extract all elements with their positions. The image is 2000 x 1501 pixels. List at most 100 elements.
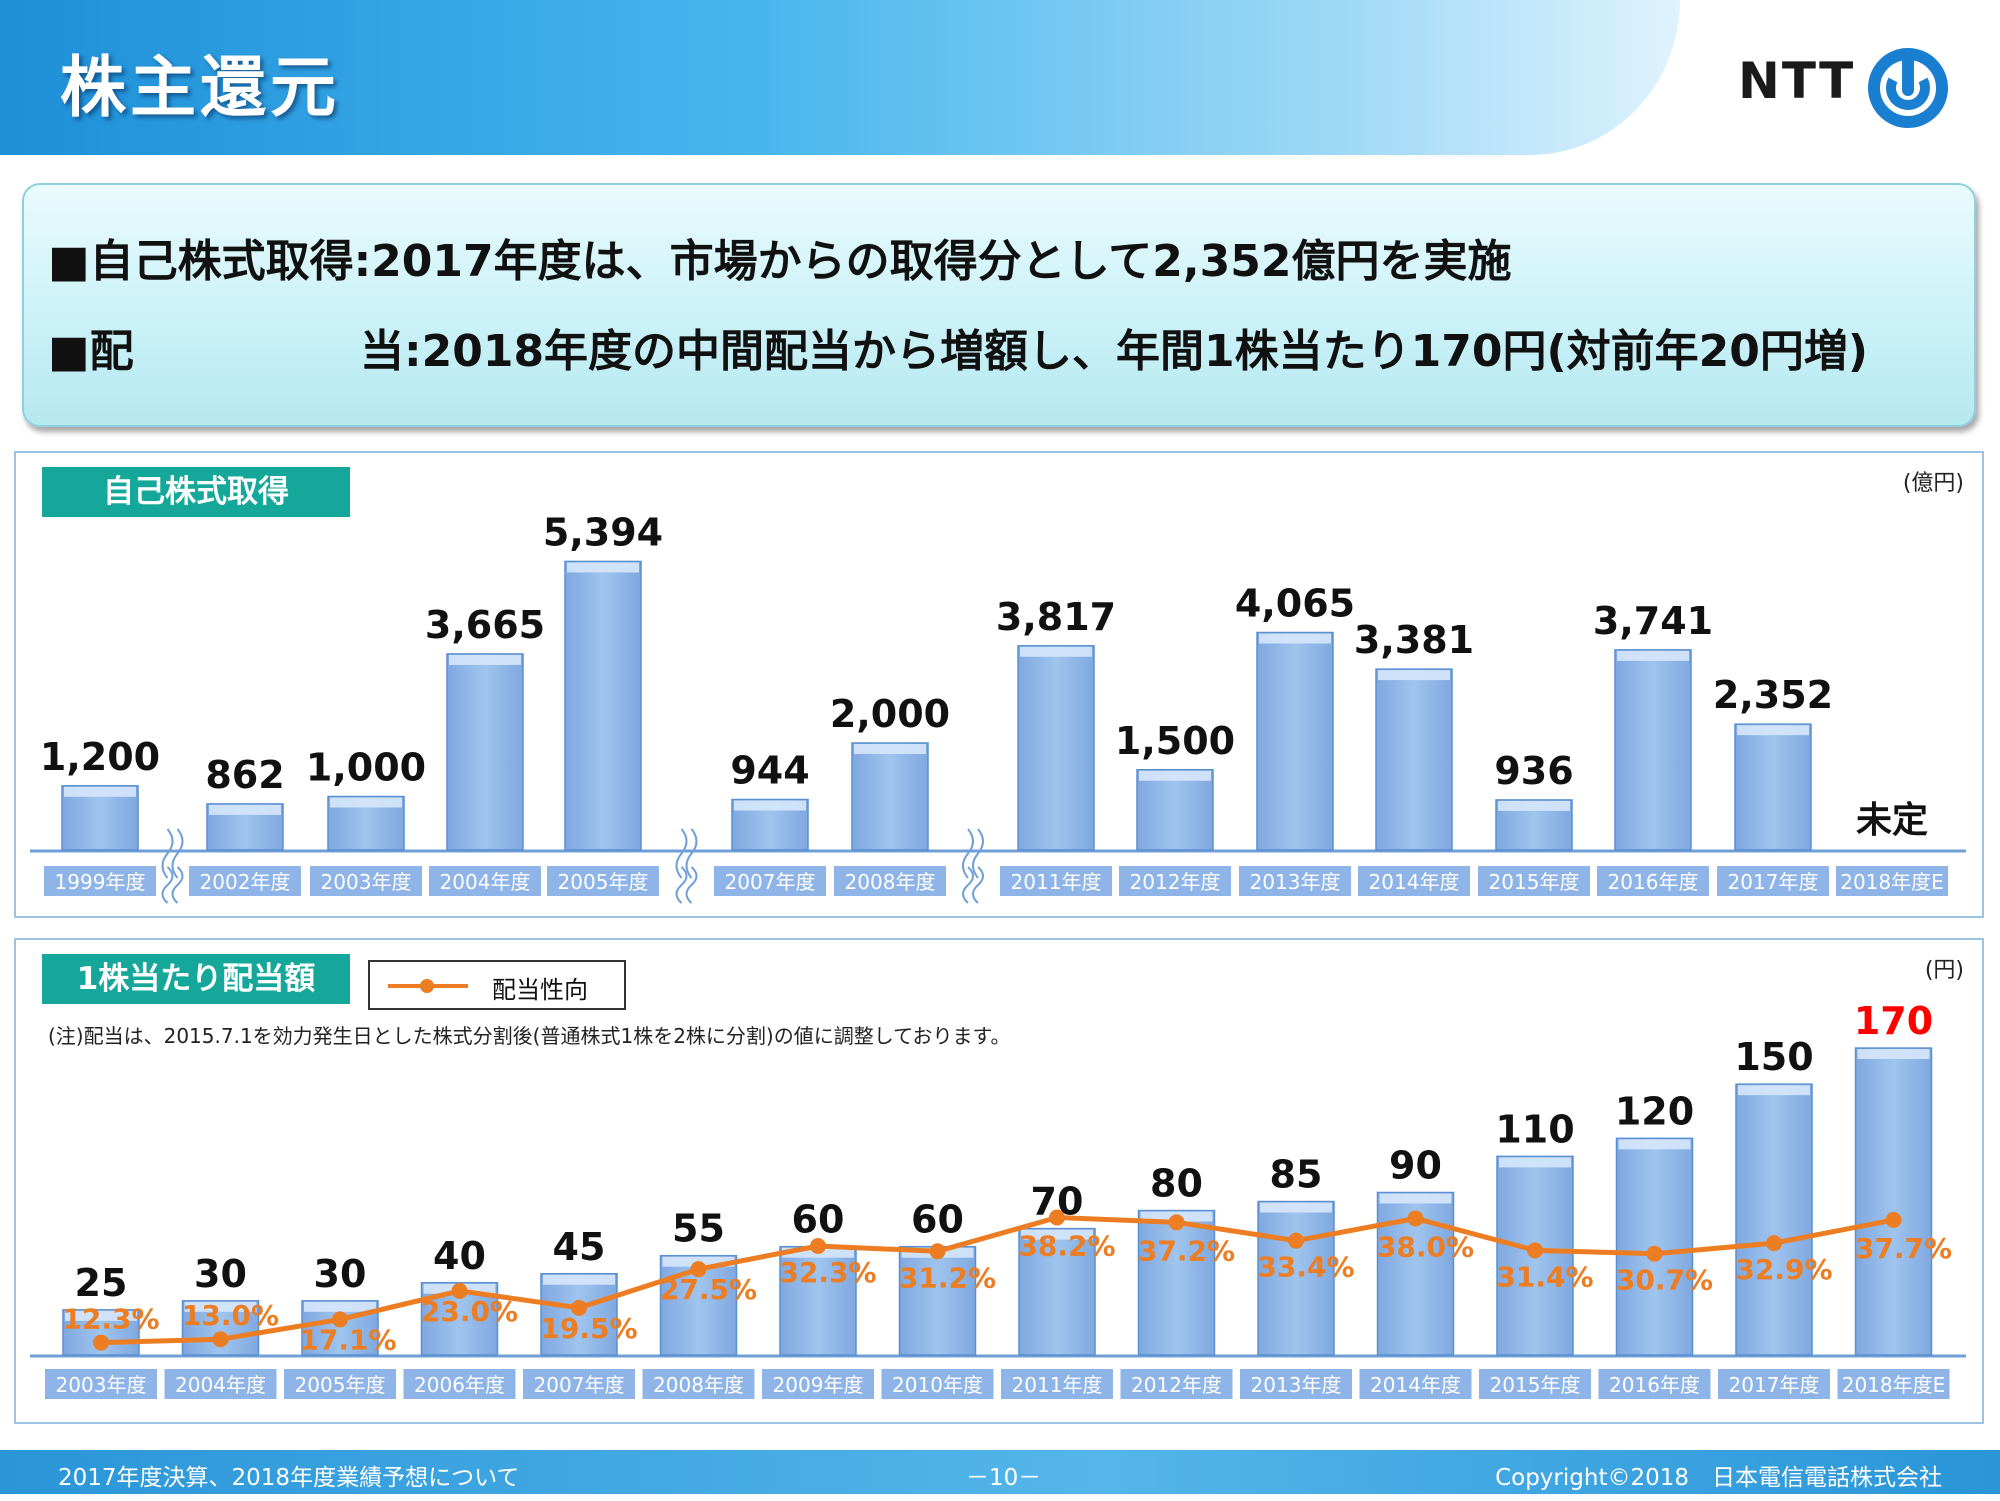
svg-text:2006年度: 2006年度 <box>414 1373 505 1397</box>
dividend-category-label: 2008年度 <box>642 1369 755 1399</box>
dividend-bar <box>1257 1200 1335 1356</box>
dividend-value-label: 30 <box>194 1252 247 1296</box>
dividend-bar <box>181 1300 260 1356</box>
dividend-chart: 25 2003年度 30 2004年度 30 2005年度 40 2006年度 45 2007年度… <box>30 999 1966 1399</box>
payout-ratio-label: 13.0% <box>182 1299 279 1332</box>
buyback-category-label: 2004年度 <box>429 866 541 896</box>
payout-ratio-label: 38.2% <box>1018 1229 1115 1262</box>
buyback-value-label: 3,381 <box>1354 618 1474 662</box>
buyback-value-label: 2,352 <box>1713 673 1833 717</box>
svg-text:2013年度: 2013年度 <box>1251 1373 1342 1397</box>
dividend-value-label: 40 <box>433 1234 486 1278</box>
page-number: －10－ <box>966 1465 1042 1491</box>
dividend-category-label: 2006年度 <box>403 1369 516 1399</box>
footer-title: 2017年度決算、2018年度業績予想について <box>58 1465 520 1491</box>
summary-dividend-text: 当:2018年度の中間配当から増額し、年間1株当たり170円(対前年20円増) <box>360 326 1868 377</box>
dividend-value-label: 90 <box>1389 1144 1442 1188</box>
payout-ratio-label: 31.2% <box>899 1261 996 1294</box>
svg-text:2016年度: 2016年度 <box>1609 1373 1700 1397</box>
dividend-category-label: 2007年度 <box>523 1369 635 1399</box>
buyback-bar <box>206 803 284 851</box>
payout-ratio-label: 32.3% <box>779 1256 876 1289</box>
buyback-value-label: 862 <box>205 753 284 797</box>
payout-ratio-label: 27.5% <box>660 1273 757 1306</box>
payout-ratio-label: 37.7% <box>1855 1232 1952 1265</box>
dividend-value-label: 45 <box>553 1225 606 1269</box>
buyback-value-label: 944 <box>730 748 809 792</box>
buyback-value-label: 1,200 <box>40 735 160 779</box>
dividend-label: 1株当たり配当額 <box>42 954 350 1004</box>
payout-ratio-point <box>93 1334 109 1351</box>
svg-text:2003年度: 2003年度 <box>321 870 412 894</box>
payout-ratio-point <box>1885 1211 1902 1228</box>
svg-text:2007年度: 2007年度 <box>725 870 816 894</box>
dividend-category-label: 2009年度 <box>762 1369 874 1399</box>
dividend-category-label: 2016年度 <box>1598 1369 1711 1399</box>
buyback-bar <box>1375 668 1453 851</box>
payout-ratio-point <box>1168 1214 1185 1231</box>
svg-text:2018年度E: 2018年度E <box>1840 870 1944 894</box>
payout-ratio-point <box>929 1243 946 1260</box>
dividend-value-label: 30 <box>314 1252 367 1296</box>
dividend-value-label: 60 <box>792 1198 845 1242</box>
svg-text:2012年度: 2012年度 <box>1131 1373 1222 1397</box>
axis-break-icon <box>675 828 698 904</box>
svg-text:2008年度: 2008年度 <box>653 1373 744 1397</box>
dividend-category-label: 2005年度 <box>284 1369 396 1399</box>
payout-ratio-point <box>212 1331 229 1348</box>
buyback-category-label: 2016年度 <box>1597 866 1709 896</box>
payout-ratio-label: 32.9% <box>1735 1253 1832 1286</box>
payout-ratio-label: 17.1% <box>299 1323 396 1356</box>
svg-text:2002年度: 2002年度 <box>200 870 291 894</box>
axis-break-icon <box>161 828 184 904</box>
payout-ratio-label: 19.5% <box>540 1312 637 1345</box>
svg-text:2004年度: 2004年度 <box>440 870 531 894</box>
payout-ratio-point <box>1407 1210 1424 1227</box>
svg-text:2007年度: 2007年度 <box>534 1373 625 1397</box>
page-title: 株主還元 <box>60 49 340 126</box>
payout-ratio-point <box>332 1311 348 1328</box>
dividend-bar <box>301 1300 379 1356</box>
svg-text:2005年度: 2005年度 <box>558 870 649 894</box>
payout-ratio-point <box>1288 1232 1304 1249</box>
logo-text: NTT <box>1738 52 1856 110</box>
svg-text:2013年度: 2013年度 <box>1250 870 1341 894</box>
dividend-value-label: 120 <box>1615 1089 1694 1133</box>
svg-text:2015年度: 2015年度 <box>1489 870 1580 894</box>
buyback-category-label: 2003年度 <box>310 866 422 896</box>
buyback-bar <box>851 742 929 851</box>
dividend-category-label: 2018年度E <box>1837 1369 1950 1399</box>
payout-ratio-label: 31.4% <box>1496 1260 1593 1293</box>
dividend-value-label: 150 <box>1734 1035 1813 1079</box>
buyback-bar <box>1495 799 1573 851</box>
dividend-category-label: 2011年度 <box>1001 1369 1113 1399</box>
dividend-category-label: 2012年度 <box>1120 1369 1233 1399</box>
svg-text:2018年度E: 2018年度E <box>1842 1373 1946 1397</box>
payout-ratio-point <box>810 1237 826 1254</box>
buyback-label: 自己株式取得 <box>42 467 350 517</box>
dividend-category-label: 2010年度 <box>881 1369 994 1399</box>
svg-text:2011年度: 2011年度 <box>1011 870 1102 894</box>
buyback-value-label: 4,065 <box>1235 582 1355 626</box>
buyback-bar <box>731 798 809 851</box>
summary-dividend-label: ■配 <box>48 326 134 377</box>
footer: 2017年度決算、2018年度業績予想について －10－ Copyright©2… <box>0 1450 2000 1494</box>
buyback-bar <box>1017 645 1095 851</box>
svg-text:2012年度: 2012年度 <box>1130 870 1221 894</box>
dividend-value-label: 85 <box>1270 1153 1323 1197</box>
payout-ratio-point <box>1527 1242 1543 1259</box>
dividend-value-label: 60 <box>911 1198 964 1242</box>
buyback-value-label: 3,665 <box>425 603 545 647</box>
buyback-bar <box>564 560 642 851</box>
buyback-bar <box>327 795 405 851</box>
dividend-note: (注)配当は、2015.7.1を効力発生日とした株式分割後(普通株式1株を2株に… <box>48 1024 1011 1048</box>
buyback-category-label: 2015年度 <box>1478 866 1590 896</box>
dividend-category-label: 2004年度 <box>164 1369 277 1399</box>
header: 株主還元 NTT <box>0 0 2000 155</box>
legend-dot-swatch <box>420 979 434 993</box>
dividend-category-label: 2013年度 <box>1240 1369 1352 1399</box>
dividend-value-label: 170 <box>1854 999 1933 1043</box>
dividend-category-label: 2003年度 <box>45 1369 157 1399</box>
buyback-value-label: 5,394 <box>543 510 663 554</box>
buyback-value-label: 1,000 <box>306 746 426 790</box>
